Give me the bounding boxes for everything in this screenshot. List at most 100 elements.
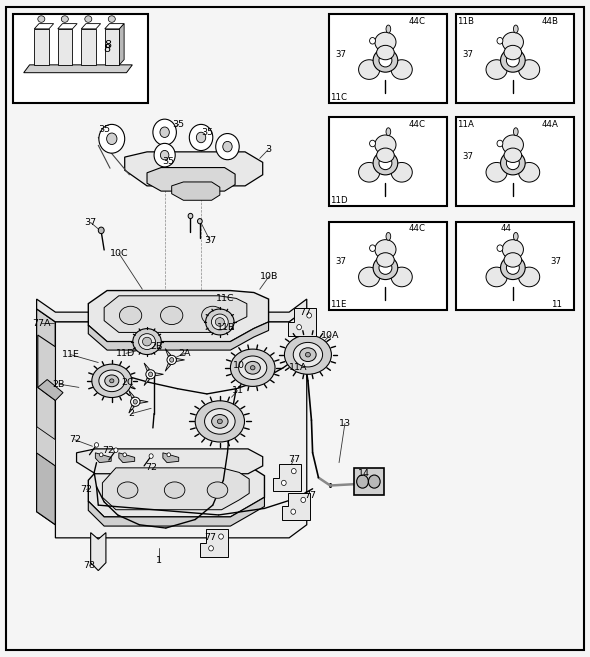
Ellipse shape bbox=[293, 342, 323, 367]
Text: 72: 72 bbox=[69, 435, 81, 444]
Polygon shape bbox=[104, 296, 247, 332]
Ellipse shape bbox=[207, 482, 228, 498]
Text: 2C: 2C bbox=[122, 378, 134, 387]
Polygon shape bbox=[165, 363, 171, 371]
Polygon shape bbox=[81, 29, 96, 65]
Text: 37: 37 bbox=[335, 257, 346, 266]
Ellipse shape bbox=[149, 454, 153, 459]
Ellipse shape bbox=[368, 475, 380, 488]
Ellipse shape bbox=[211, 314, 228, 330]
Ellipse shape bbox=[391, 60, 412, 79]
Polygon shape bbox=[273, 464, 301, 491]
Polygon shape bbox=[155, 373, 163, 376]
Ellipse shape bbox=[359, 267, 380, 286]
Text: 11A: 11A bbox=[457, 120, 474, 129]
Text: 44C: 44C bbox=[409, 120, 425, 129]
Bar bbox=[329, 222, 447, 310]
Text: 44C: 44C bbox=[409, 225, 425, 233]
Text: 77: 77 bbox=[304, 491, 316, 501]
Text: 14: 14 bbox=[358, 469, 371, 478]
Ellipse shape bbox=[504, 148, 522, 162]
Bar bbox=[457, 14, 574, 102]
Text: 37: 37 bbox=[204, 236, 216, 244]
Text: 77: 77 bbox=[288, 455, 300, 464]
Ellipse shape bbox=[301, 497, 306, 503]
Ellipse shape bbox=[391, 267, 412, 286]
Polygon shape bbox=[88, 463, 264, 517]
Ellipse shape bbox=[167, 453, 171, 457]
Ellipse shape bbox=[504, 45, 522, 60]
Ellipse shape bbox=[376, 148, 394, 162]
Polygon shape bbox=[144, 363, 149, 371]
Ellipse shape bbox=[99, 370, 124, 392]
Ellipse shape bbox=[486, 60, 507, 79]
Text: 35: 35 bbox=[98, 125, 110, 134]
Ellipse shape bbox=[202, 306, 224, 325]
Polygon shape bbox=[147, 168, 235, 191]
Ellipse shape bbox=[500, 49, 525, 72]
Ellipse shape bbox=[375, 240, 396, 260]
Ellipse shape bbox=[167, 355, 176, 365]
Ellipse shape bbox=[110, 379, 114, 383]
Text: 44: 44 bbox=[500, 225, 512, 233]
Text: 11A: 11A bbox=[289, 363, 307, 373]
Ellipse shape bbox=[153, 119, 176, 145]
Polygon shape bbox=[81, 24, 101, 29]
Polygon shape bbox=[129, 390, 135, 398]
Polygon shape bbox=[77, 449, 263, 474]
Polygon shape bbox=[24, 65, 132, 73]
Polygon shape bbox=[172, 182, 220, 200]
Bar bbox=[329, 117, 447, 206]
Ellipse shape bbox=[369, 140, 375, 147]
Polygon shape bbox=[144, 378, 149, 386]
Text: 11B: 11B bbox=[457, 17, 474, 26]
Ellipse shape bbox=[502, 240, 523, 260]
Ellipse shape bbox=[212, 415, 228, 428]
Text: 13: 13 bbox=[339, 419, 351, 428]
Ellipse shape bbox=[291, 509, 296, 514]
Ellipse shape bbox=[130, 397, 140, 406]
Ellipse shape bbox=[500, 151, 525, 175]
Ellipse shape bbox=[223, 141, 232, 152]
Text: 8: 8 bbox=[104, 40, 112, 50]
Polygon shape bbox=[37, 426, 55, 466]
Ellipse shape bbox=[357, 475, 368, 488]
Text: 72: 72 bbox=[81, 485, 93, 494]
Ellipse shape bbox=[369, 245, 375, 252]
Ellipse shape bbox=[198, 219, 202, 224]
Ellipse shape bbox=[154, 143, 175, 167]
Ellipse shape bbox=[107, 133, 117, 145]
Bar bbox=[13, 14, 148, 102]
Ellipse shape bbox=[216, 133, 239, 160]
Ellipse shape bbox=[92, 364, 132, 397]
Ellipse shape bbox=[38, 16, 45, 22]
Bar bbox=[457, 117, 574, 206]
Ellipse shape bbox=[206, 309, 234, 335]
Text: 2B: 2B bbox=[150, 342, 163, 351]
Polygon shape bbox=[124, 152, 263, 186]
Text: 11: 11 bbox=[231, 386, 244, 395]
Polygon shape bbox=[200, 530, 228, 557]
Text: 37: 37 bbox=[335, 50, 346, 58]
Ellipse shape bbox=[297, 325, 301, 330]
Ellipse shape bbox=[375, 32, 396, 52]
Ellipse shape bbox=[502, 32, 523, 52]
Ellipse shape bbox=[117, 482, 138, 498]
Polygon shape bbox=[88, 497, 264, 526]
Ellipse shape bbox=[284, 335, 332, 374]
Ellipse shape bbox=[506, 156, 519, 170]
Ellipse shape bbox=[519, 162, 540, 182]
Text: 2: 2 bbox=[129, 409, 135, 418]
Ellipse shape bbox=[231, 349, 275, 386]
Polygon shape bbox=[103, 468, 249, 510]
Ellipse shape bbox=[504, 253, 522, 267]
Ellipse shape bbox=[497, 140, 503, 147]
Ellipse shape bbox=[133, 328, 161, 355]
Ellipse shape bbox=[238, 356, 267, 380]
Ellipse shape bbox=[306, 352, 310, 357]
Ellipse shape bbox=[506, 261, 519, 275]
Ellipse shape bbox=[373, 151, 398, 175]
Polygon shape bbox=[37, 453, 55, 525]
Text: 11E: 11E bbox=[330, 300, 347, 309]
Text: 37: 37 bbox=[463, 50, 474, 58]
